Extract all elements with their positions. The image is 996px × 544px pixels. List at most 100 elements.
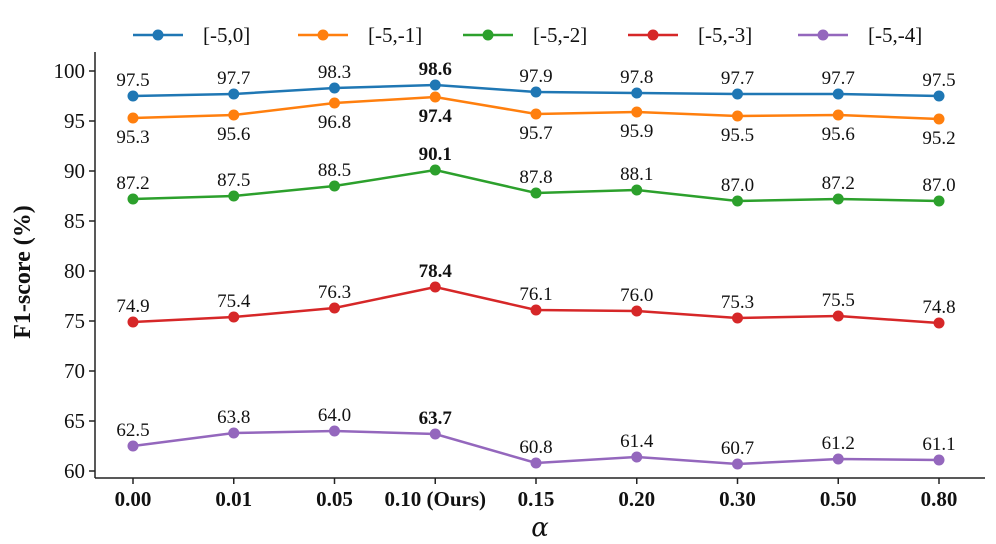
data-label: 97.5 <box>116 70 149 91</box>
x-tick-label: 0.80 <box>921 487 958 511</box>
data-point <box>631 106 643 118</box>
data-label: 97.7 <box>822 68 855 89</box>
data-point <box>933 90 945 102</box>
legend-label: [-5,-3] <box>698 23 752 47</box>
data-label: 61.1 <box>922 434 955 455</box>
data-label: 95.7 <box>519 123 552 144</box>
legend-label: [-5,-2] <box>533 23 587 47</box>
data-label: 88.1 <box>620 164 653 185</box>
data-point <box>631 184 643 196</box>
x-tick-label: 0.00 <box>115 487 152 511</box>
data-label: 95.3 <box>116 127 149 148</box>
data-point <box>732 458 743 470</box>
legend-label: [-5,-4] <box>868 23 922 47</box>
data-label: 95.2 <box>922 128 955 149</box>
data-label: 87.0 <box>922 175 955 196</box>
legend-marker <box>817 29 829 41</box>
data-point <box>329 302 340 314</box>
x-tick-label: 0.05 <box>316 487 353 511</box>
data-label: 76.0 <box>620 285 653 306</box>
data-point <box>429 281 441 293</box>
data-point <box>631 305 643 317</box>
x-tick-label: 0.15 <box>518 487 555 511</box>
x-axis: 0.00 0.01 0.05 0.10 (Ours) 0.15 0.20 0.30 0.50 0… <box>95 477 985 511</box>
legend-label: [-5,-1] <box>368 23 422 47</box>
data-label: 61.4 <box>620 431 654 452</box>
data-point <box>732 110 743 122</box>
data-label: 98.6 <box>419 59 452 80</box>
legend: [-5,0] [-5,-1] [-5,-2] [-5,-3] [-5,-4] <box>133 23 922 47</box>
data-point <box>832 453 844 465</box>
data-point <box>228 109 240 121</box>
data-label: 87.0 <box>721 175 754 196</box>
data-point <box>329 97 340 109</box>
data-label: 97.4 <box>419 106 453 127</box>
y-axis-title: F1-score (%) <box>10 205 36 339</box>
series-5: 62.5 63.8 64.0 63.7 60.8 61.4 60.7 61.2 61.1 <box>116 405 956 470</box>
y-tick-label: 100 <box>54 59 86 83</box>
data-point <box>530 457 542 469</box>
data-label: 76.3 <box>318 282 351 303</box>
data-label: 63.7 <box>419 408 453 429</box>
data-point <box>832 88 844 100</box>
data-point <box>127 90 139 102</box>
data-label: 97.7 <box>217 68 250 89</box>
data-label: 87.2 <box>822 173 855 194</box>
data-label: 95.5 <box>721 125 754 146</box>
legend-marker <box>647 29 659 41</box>
x-tick-label: 0.20 <box>618 487 655 511</box>
legend-marker <box>482 29 494 41</box>
data-label: 87.5 <box>217 170 250 191</box>
data-point <box>832 310 844 322</box>
legend-item: [-5,-4] <box>798 23 922 47</box>
data-point <box>329 180 340 192</box>
data-label: 88.5 <box>318 160 351 181</box>
data-label: 87.8 <box>519 167 552 188</box>
y-tick-label: 60 <box>64 459 85 483</box>
data-point <box>631 87 643 99</box>
x-axis-title: α <box>531 513 549 543</box>
data-label: 75.5 <box>822 290 855 311</box>
y-tick-label: 85 <box>64 209 85 233</box>
legend-item: [-5,-2] <box>463 23 587 47</box>
data-point <box>832 193 844 205</box>
legend-marker <box>317 29 329 41</box>
data-label: 60.7 <box>721 438 754 459</box>
data-label: 62.5 <box>116 420 149 441</box>
data-point <box>530 187 542 199</box>
y-tick-label: 95 <box>64 109 85 133</box>
data-point <box>933 195 945 207</box>
data-point <box>228 311 240 323</box>
data-label: 75.3 <box>721 292 754 313</box>
x-tick-label: 0.30 <box>719 487 756 511</box>
data-label: 75.4 <box>217 291 251 312</box>
data-label: 64.0 <box>318 405 351 426</box>
data-point <box>933 454 945 466</box>
data-point <box>127 316 139 328</box>
data-point <box>228 88 240 100</box>
data-point <box>530 108 542 120</box>
legend-marker <box>152 29 164 41</box>
y-tick-label: 90 <box>64 159 85 183</box>
data-label: 95.6 <box>822 124 855 145</box>
data-label: 74.9 <box>116 296 149 317</box>
y-axis: 60 65 70 75 80 85 90 95 100 <box>54 52 96 483</box>
series-layer: 97.5 97.7 98.3 98.6 97.9 97.8 97.7 97.7 97.595.3… <box>116 59 956 470</box>
data-label: 76.1 <box>519 284 552 305</box>
data-point <box>329 425 340 437</box>
series-4: 74.9 75.4 76.3 78.4 76.1 76.0 75.3 75.5 74.8 <box>116 261 956 329</box>
data-point <box>933 113 945 125</box>
data-point <box>127 112 139 124</box>
legend-item: [-5,0] <box>133 23 250 47</box>
data-label: 96.8 <box>318 112 351 133</box>
data-point <box>732 88 743 100</box>
data-point <box>429 79 441 91</box>
data-point <box>228 190 240 202</box>
data-label: 98.3 <box>318 62 351 83</box>
data-point <box>429 428 441 440</box>
legend-label: [-5,0] <box>203 23 250 47</box>
legend-item: [-5,-3] <box>628 23 752 47</box>
data-label: 97.5 <box>922 70 955 91</box>
y-tick-label: 75 <box>64 309 85 333</box>
